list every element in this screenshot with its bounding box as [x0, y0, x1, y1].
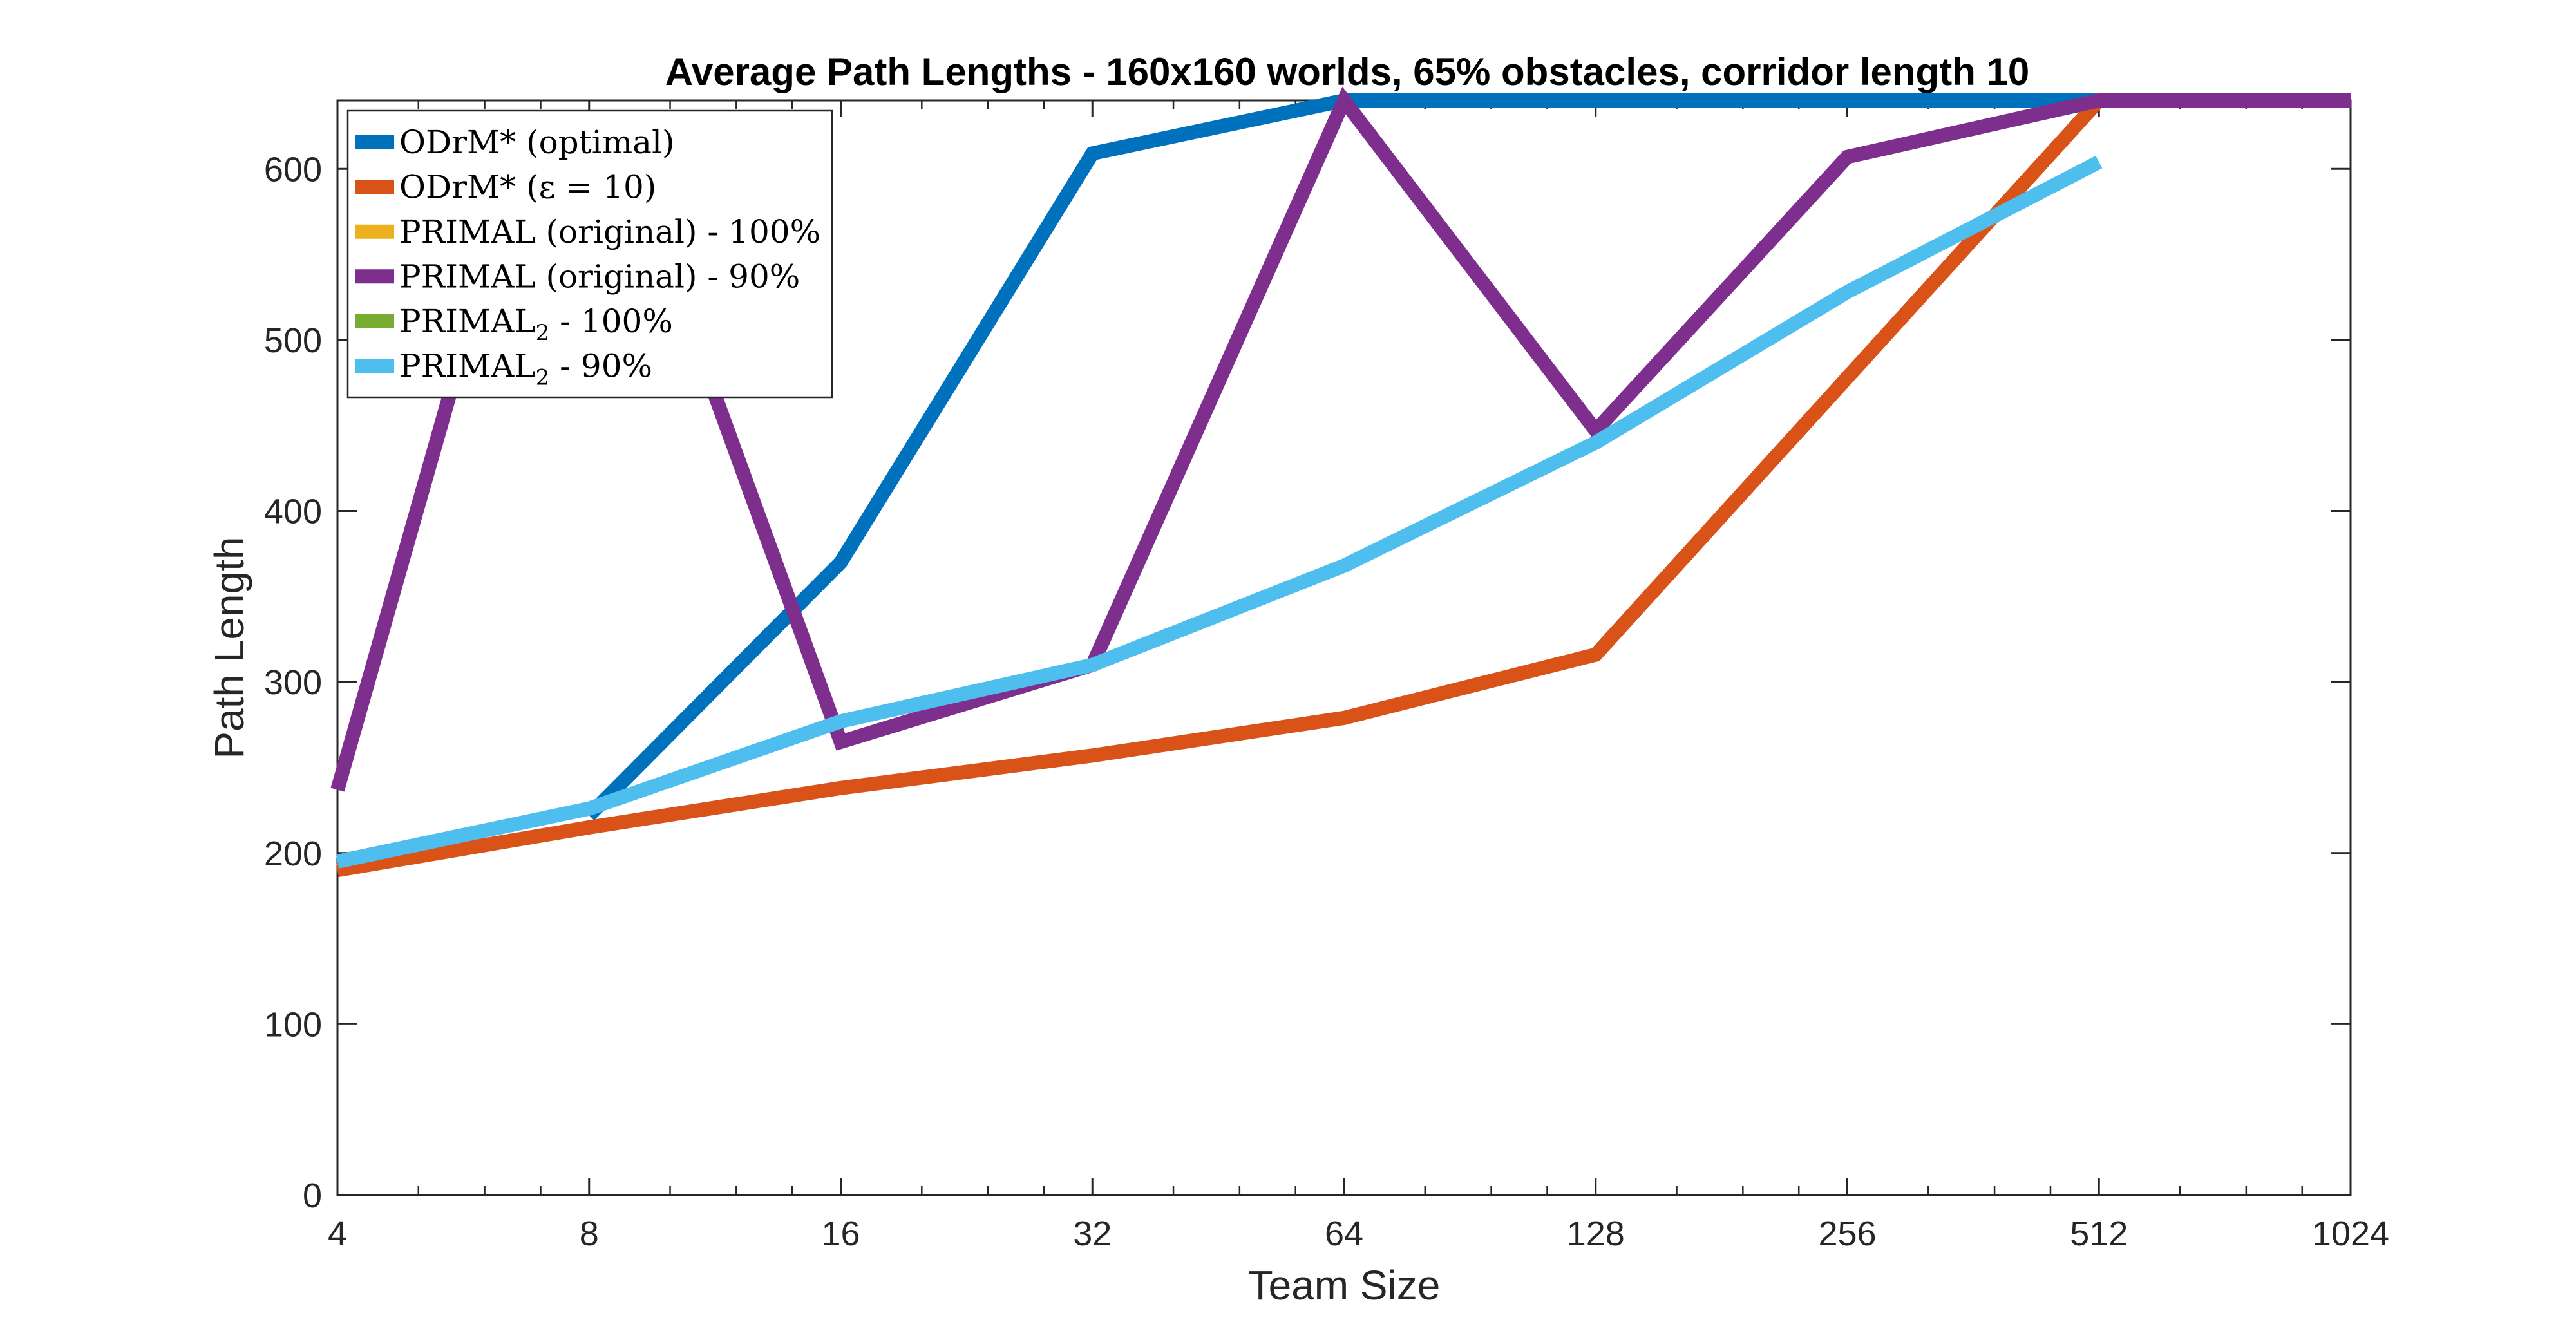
legend-item: PRIMAL (original) - 90%: [355, 258, 800, 295]
x-tick-label: 32: [1073, 1214, 1112, 1253]
x-tick-label: 64: [1325, 1214, 1363, 1253]
y-tick-label: 100: [264, 1005, 322, 1044]
legend-label: ODrM* (optimal): [399, 124, 675, 161]
series-line-1: [336, 93, 2351, 878]
y-axis-label: Path Length: [206, 536, 252, 759]
series-line-0: [583, 93, 2351, 821]
legend-item: PRIMAL (original) - 100%: [355, 213, 820, 250]
x-axis-label: Team Size: [1248, 1262, 1441, 1308]
x-tick-label: 4: [328, 1214, 347, 1253]
legend-label: PRIMAL (original) - 90%: [399, 258, 800, 295]
x-tick-label: 1024: [2312, 1214, 2389, 1253]
legend-item: ODrM* (ε = 10): [355, 168, 656, 205]
legend-label: PRIMAL (original) - 100%: [399, 213, 820, 250]
y-tick-label: 300: [264, 663, 322, 702]
x-tick-label: 128: [1567, 1214, 1625, 1253]
y-tick-label: 600: [264, 150, 322, 189]
legend-label: PRIMAL2 - 90%: [399, 347, 652, 390]
x-tick-label: 16: [821, 1214, 860, 1253]
x-tick-label: 256: [1818, 1214, 1876, 1253]
legend-item: ODrM* (optimal): [355, 124, 675, 161]
legend-item: PRIMAL2 - 90%: [355, 347, 652, 390]
y-tick-label: 0: [303, 1176, 322, 1215]
legend-item: PRIMAL2 - 100%: [355, 303, 673, 346]
x-tick-label: 8: [580, 1214, 599, 1253]
legend-label: PRIMAL2 - 100%: [399, 303, 673, 346]
chart-title: Average Path Lengths - 160x160 worlds, 6…: [665, 50, 2030, 93]
legend-box: [346, 109, 833, 399]
legend: ODrM* (optimal) ODrM* (ε = 10) PRIMAL (ori…: [346, 109, 833, 399]
series-line-5: [336, 155, 2103, 869]
legend-label: ODrM* (ε = 10): [399, 168, 656, 205]
y-tick-label: 400: [264, 493, 322, 531]
y-tick-label: 200: [264, 835, 322, 873]
y-tick-label: 500: [264, 321, 322, 360]
x-tick-label: 512: [2070, 1214, 2128, 1253]
